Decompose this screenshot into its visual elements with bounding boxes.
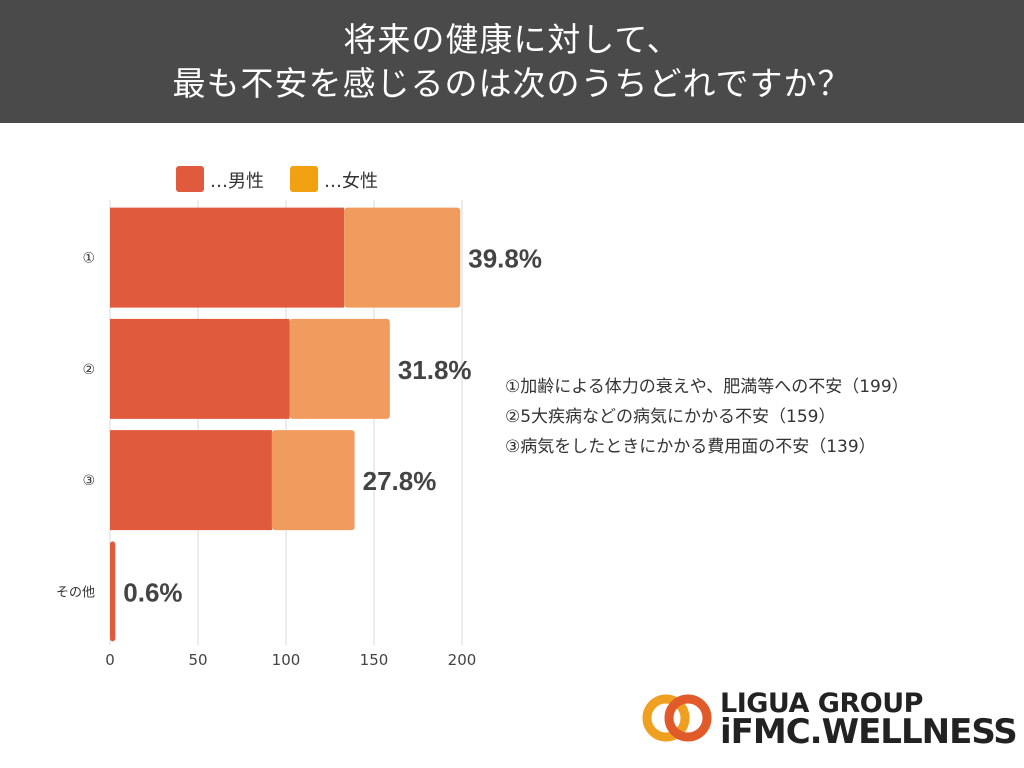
logo-text-group: LIGUA GROUP <box>720 688 923 719</box>
bar-male <box>110 541 116 642</box>
x-tick-label: 0 <box>105 651 115 669</box>
category-label: ② <box>82 362 95 378</box>
category-label: ③ <box>82 473 95 489</box>
category-label: ① <box>82 251 95 267</box>
title-line-1: 将来の健康に対して、 <box>343 19 681 59</box>
legend-swatch <box>176 166 204 192</box>
data-label: 39.8% <box>468 244 542 274</box>
note-1: ①加齢による体力の衰えや、肥満等への不安（199） <box>505 377 909 397</box>
rings-logo-icon <box>642 694 712 742</box>
x-tick-label: 100 <box>272 651 301 669</box>
logo-text-wellness: iFMC.WELLNESS <box>720 712 1018 752</box>
legend-label: …男性 <box>210 171 264 192</box>
x-tick-label: 50 <box>188 651 207 669</box>
category-label: その他 <box>56 585 95 600</box>
category-notes: ①加齢による体力の衰えや、肥満等への不安（199） ②5大疾病などの病気にかかる… <box>505 372 909 462</box>
bar-female <box>289 318 390 419</box>
bar-male <box>110 430 272 531</box>
title-line-2: 最も不安を感じるのは次のうちどれですか？ <box>172 63 852 103</box>
bar-male <box>110 207 345 308</box>
x-tick-label: 150 <box>360 651 389 669</box>
data-label: 0.6% <box>123 577 182 607</box>
note-2: ②5大疾病などの病気にかかる不安（159） <box>505 407 836 427</box>
data-label: 31.8% <box>398 355 472 385</box>
company-logo: LIGUA GROUP iFMC.WELLNESS <box>640 688 1018 752</box>
legend-label: …女性 <box>324 171 378 192</box>
x-tick-label: 200 <box>448 651 477 669</box>
bar-female <box>344 207 461 308</box>
bar-male <box>110 318 290 419</box>
title-banner: 将来の健康に対して、 最も不安を感じるのは次のうちどれですか？ <box>0 0 1024 123</box>
note-3: ③病気をしたときにかかる費用面の不安（139） <box>505 437 876 457</box>
bar-female <box>271 430 355 531</box>
data-label: 27.8% <box>363 466 437 496</box>
legend-swatch <box>290 166 318 192</box>
